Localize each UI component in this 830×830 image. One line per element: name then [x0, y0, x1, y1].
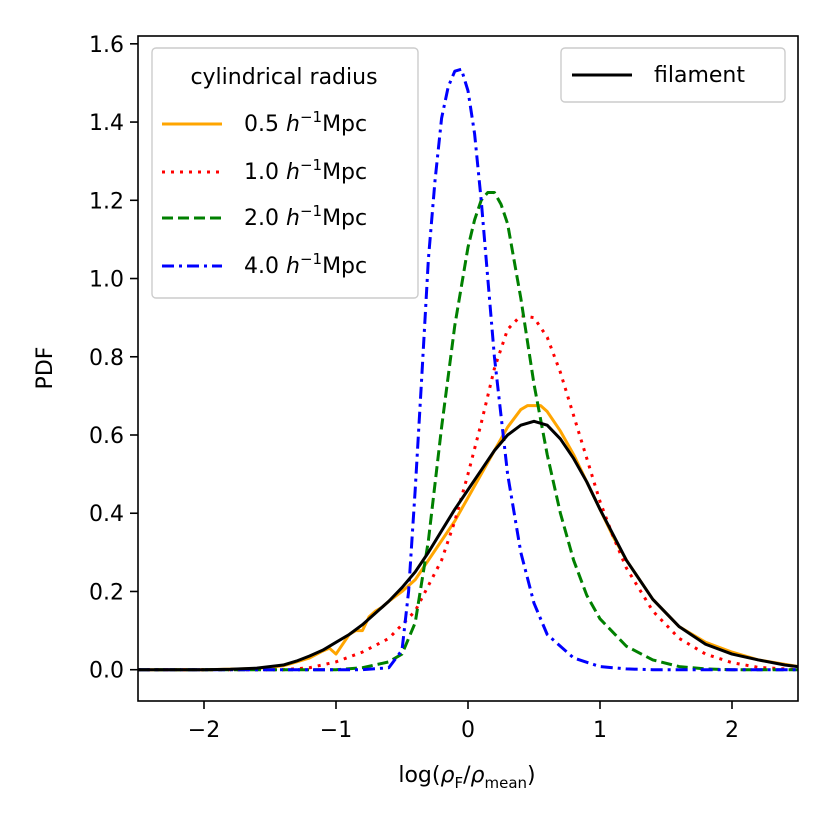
legend-label-1-0: 1.0 h−1Mpc [244, 156, 367, 185]
y-tick-label: 0.6 [89, 424, 124, 449]
y-axis-label: PDF [33, 347, 58, 390]
series-line-2-0 [138, 190, 798, 672]
y-tick-label: 1.2 [89, 189, 124, 214]
legend-radius: cylindrical radius 0.5 h−1Mpc 1.0 h−1Mpc… [151, 47, 419, 299]
y-tick-label: 1.4 [89, 111, 124, 136]
legend-filament: filament [560, 47, 786, 103]
x-tick-label: 2 [725, 718, 739, 743]
x-tick-label: 1 [593, 718, 607, 743]
x-tick-label: −1 [320, 718, 352, 743]
x-tick-label: 0 [461, 718, 475, 743]
y-axis: 0.0 0.2 0.4 0.6 0.8 1.0 1.2 1.4 1.6 [89, 33, 138, 684]
series-line-filament [138, 419, 798, 672]
legend-filament-frame [560, 47, 786, 103]
legend-label-filament: filament [654, 63, 745, 88]
y-tick-label: 0.2 [89, 580, 124, 605]
x-axis: −2 −1 0 1 2 [188, 701, 739, 743]
series-layer [138, 67, 798, 672]
legend-radius-title: cylindrical radius [190, 65, 377, 90]
legend-radius-frame [151, 47, 419, 299]
series-line-4-0 [138, 67, 798, 672]
legend-label-4-0: 4.0 h−1Mpc [244, 250, 367, 279]
legend-label-2-0: 2.0 h−1Mpc [244, 202, 367, 231]
y-tick-label: 0.8 [89, 346, 124, 371]
legend-label-0-5: 0.5 h−1Mpc [244, 108, 367, 137]
y-tick-label: 0.4 [89, 502, 124, 527]
x-axis-label: log(ρF/ρmean) [398, 763, 535, 792]
x-tick-label: −2 [188, 718, 220, 743]
y-tick-label: 1.6 [89, 33, 124, 58]
y-tick-label: 0.0 [89, 659, 124, 684]
y-tick-label: 1.0 [89, 268, 124, 293]
